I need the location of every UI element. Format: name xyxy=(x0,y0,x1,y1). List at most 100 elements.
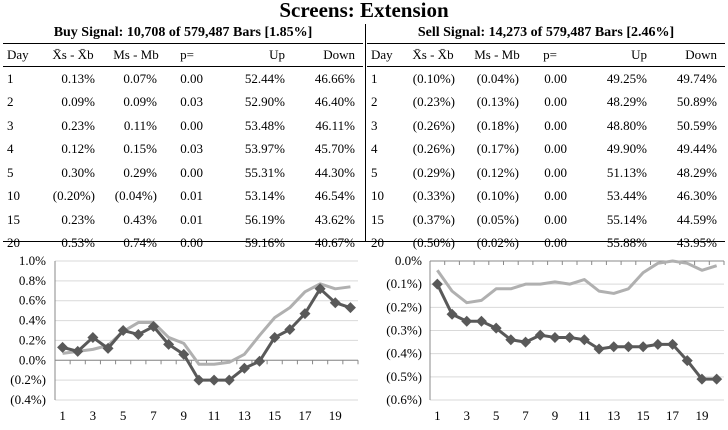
cell-down: 44.30% xyxy=(314,164,355,180)
data-point-marker xyxy=(711,373,723,385)
col-header-day: Day xyxy=(3,44,41,67)
series-line-mean-difference xyxy=(436,283,717,381)
data-point-marker xyxy=(593,343,605,355)
table-bottom-rule xyxy=(3,241,725,242)
cell-day: 15 xyxy=(371,211,384,227)
data-point-marker xyxy=(178,348,190,360)
x-tick-label: 3 xyxy=(90,408,97,423)
x-tick-label: 7 xyxy=(150,408,157,423)
cell-mean-diff: 0.23% xyxy=(61,117,95,133)
x-tick-label: 13 xyxy=(607,408,620,423)
cell-day: 3 xyxy=(371,117,378,133)
data-point-marker xyxy=(132,328,144,340)
cell-down: 46.54% xyxy=(314,188,355,204)
cell-up: 55.31% xyxy=(244,164,285,180)
cell-down: 49.74% xyxy=(676,70,717,86)
table-header-row: Day X̄s - X̄b Ms - Mb p= Up Down xyxy=(367,44,725,67)
sell-signal-panel: Sell Signal: 14,273 of 579,487 Bars [2.4… xyxy=(367,23,725,255)
table-row: 1 0.13% 0.07% 0.00 52.44% 46.66% xyxy=(3,67,363,91)
data-point-marker xyxy=(87,331,99,343)
x-tick-label: 3 xyxy=(464,408,471,423)
data-point-marker xyxy=(147,321,159,333)
data-point-marker xyxy=(652,338,664,350)
cell-down: 46.66% xyxy=(314,70,355,86)
buy-signal-table: Day X̄s - X̄b Ms - Mb p= Up Down 1 0.13% 0… xyxy=(3,44,363,255)
data-point-marker xyxy=(446,308,458,320)
cell-median-diff: (0.17%) xyxy=(476,141,519,157)
cell-down: 50.59% xyxy=(676,117,717,133)
cell-up: 53.44% xyxy=(606,188,647,204)
sell-signal-heading: Sell Signal: 14,273 of 579,487 Bars [2.4… xyxy=(367,23,725,44)
data-point-marker xyxy=(696,373,708,385)
data-point-marker xyxy=(269,331,281,343)
cell-day: 10 xyxy=(371,188,384,204)
cell-median-diff: 0.29% xyxy=(123,164,157,180)
data-point-marker xyxy=(505,334,517,346)
y-tick-label: (0.4%) xyxy=(386,346,422,361)
y-tick-label: 0.8% xyxy=(19,273,46,288)
cell-p: 0.00 xyxy=(544,211,567,227)
y-tick-label: (0.2%) xyxy=(10,372,46,387)
table-row: 2 (0.23%) (0.13%) 0.00 48.29% 50.89% xyxy=(367,91,725,115)
cell-up: 53.14% xyxy=(244,188,285,204)
data-point-marker xyxy=(299,308,311,320)
col-header-day: Day xyxy=(367,44,401,67)
col-header-mean-diff: X̄s - X̄b xyxy=(41,44,105,67)
cell-p: 0.00 xyxy=(544,235,567,251)
cell-p: 0.00 xyxy=(544,164,567,180)
cell-down: 45.70% xyxy=(314,141,355,157)
cell-median-diff: 0.07% xyxy=(123,70,157,86)
cell-day: 4 xyxy=(7,141,14,157)
cell-up: 59.16% xyxy=(244,235,285,251)
cell-up: 52.90% xyxy=(244,94,285,110)
data-point-marker xyxy=(238,362,250,374)
x-tick-label: 5 xyxy=(493,408,500,423)
table-row: 5 (0.29%) (0.12%) 0.00 51.13% 48.29% xyxy=(367,161,725,185)
cell-day: 3 xyxy=(7,117,14,133)
y-tick-label: 1.0% xyxy=(19,253,46,268)
cell-mean-diff: 0.12% xyxy=(61,141,95,157)
cell-up: 49.25% xyxy=(606,70,647,86)
cell-up: 52.44% xyxy=(244,70,285,86)
y-tick-label: (0.1%) xyxy=(386,276,422,291)
table-row: 15 (0.37%) (0.05%) 0.00 55.14% 44.59% xyxy=(367,208,725,232)
data-point-marker xyxy=(254,355,266,367)
cell-down: 40.67% xyxy=(314,235,355,251)
col-header-mean-diff: X̄s - X̄b xyxy=(401,44,465,67)
series-line-median-difference xyxy=(62,282,351,366)
sell-chart: 0.0% (0.1%) (0.2%) (0.3%) (0.4%) (0.5%) (0.6%)… xyxy=(386,253,725,423)
cell-up: 53.97% xyxy=(244,141,285,157)
cell-median-diff: (0.02%) xyxy=(476,235,519,251)
table-row: 2 0.09% 0.09% 0.03 52.90% 46.40% xyxy=(3,91,363,115)
y-tick-label: (0.2%) xyxy=(386,299,422,314)
data-point-marker xyxy=(344,302,356,314)
col-header-p: p= xyxy=(529,44,571,67)
cell-day: 2 xyxy=(7,94,14,110)
data-point-marker xyxy=(223,374,235,386)
data-point-marker xyxy=(534,329,546,341)
x-tick-label: 7 xyxy=(522,408,529,423)
data-point-marker xyxy=(564,331,576,343)
cell-mean-diff: 0.53% xyxy=(61,235,95,251)
data-point-marker xyxy=(72,345,84,357)
cell-up: 53.48% xyxy=(244,117,285,133)
y-tick-label: 0.2% xyxy=(19,332,46,347)
cell-mean-diff: (0.33%) xyxy=(412,188,455,204)
buy-signal-panel: Buy Signal: 10,708 of 579,487 Bars [1.85… xyxy=(3,23,363,255)
cell-p: 0.03 xyxy=(180,94,203,110)
cell-median-diff: (0.10%) xyxy=(476,188,519,204)
x-tick-label: 9 xyxy=(181,408,188,423)
data-point-marker xyxy=(284,324,296,336)
cell-up: 49.90% xyxy=(606,141,647,157)
x-tick-label: 19 xyxy=(695,408,708,423)
cell-median-diff: (0.05%) xyxy=(476,211,519,227)
x-tick-label: 17 xyxy=(298,408,312,423)
cell-median-diff: 0.15% xyxy=(123,141,157,157)
cell-p: 0.01 xyxy=(180,188,203,204)
cell-p: 0.00 xyxy=(180,164,203,180)
buy-chart: 1.0%0.8%0.6%0.4%0.2%0.0%(0.2%)(0.4%)1 3 5 7… xyxy=(10,253,359,423)
table-row: 10 (0.20%) (0.04%) 0.01 53.14% 46.54% xyxy=(3,185,363,209)
cell-mean-diff: (0.20%) xyxy=(52,188,95,204)
table-row: 4 0.12% 0.15% 0.03 53.97% 45.70% xyxy=(3,138,363,162)
cell-day: 2 xyxy=(371,94,378,110)
